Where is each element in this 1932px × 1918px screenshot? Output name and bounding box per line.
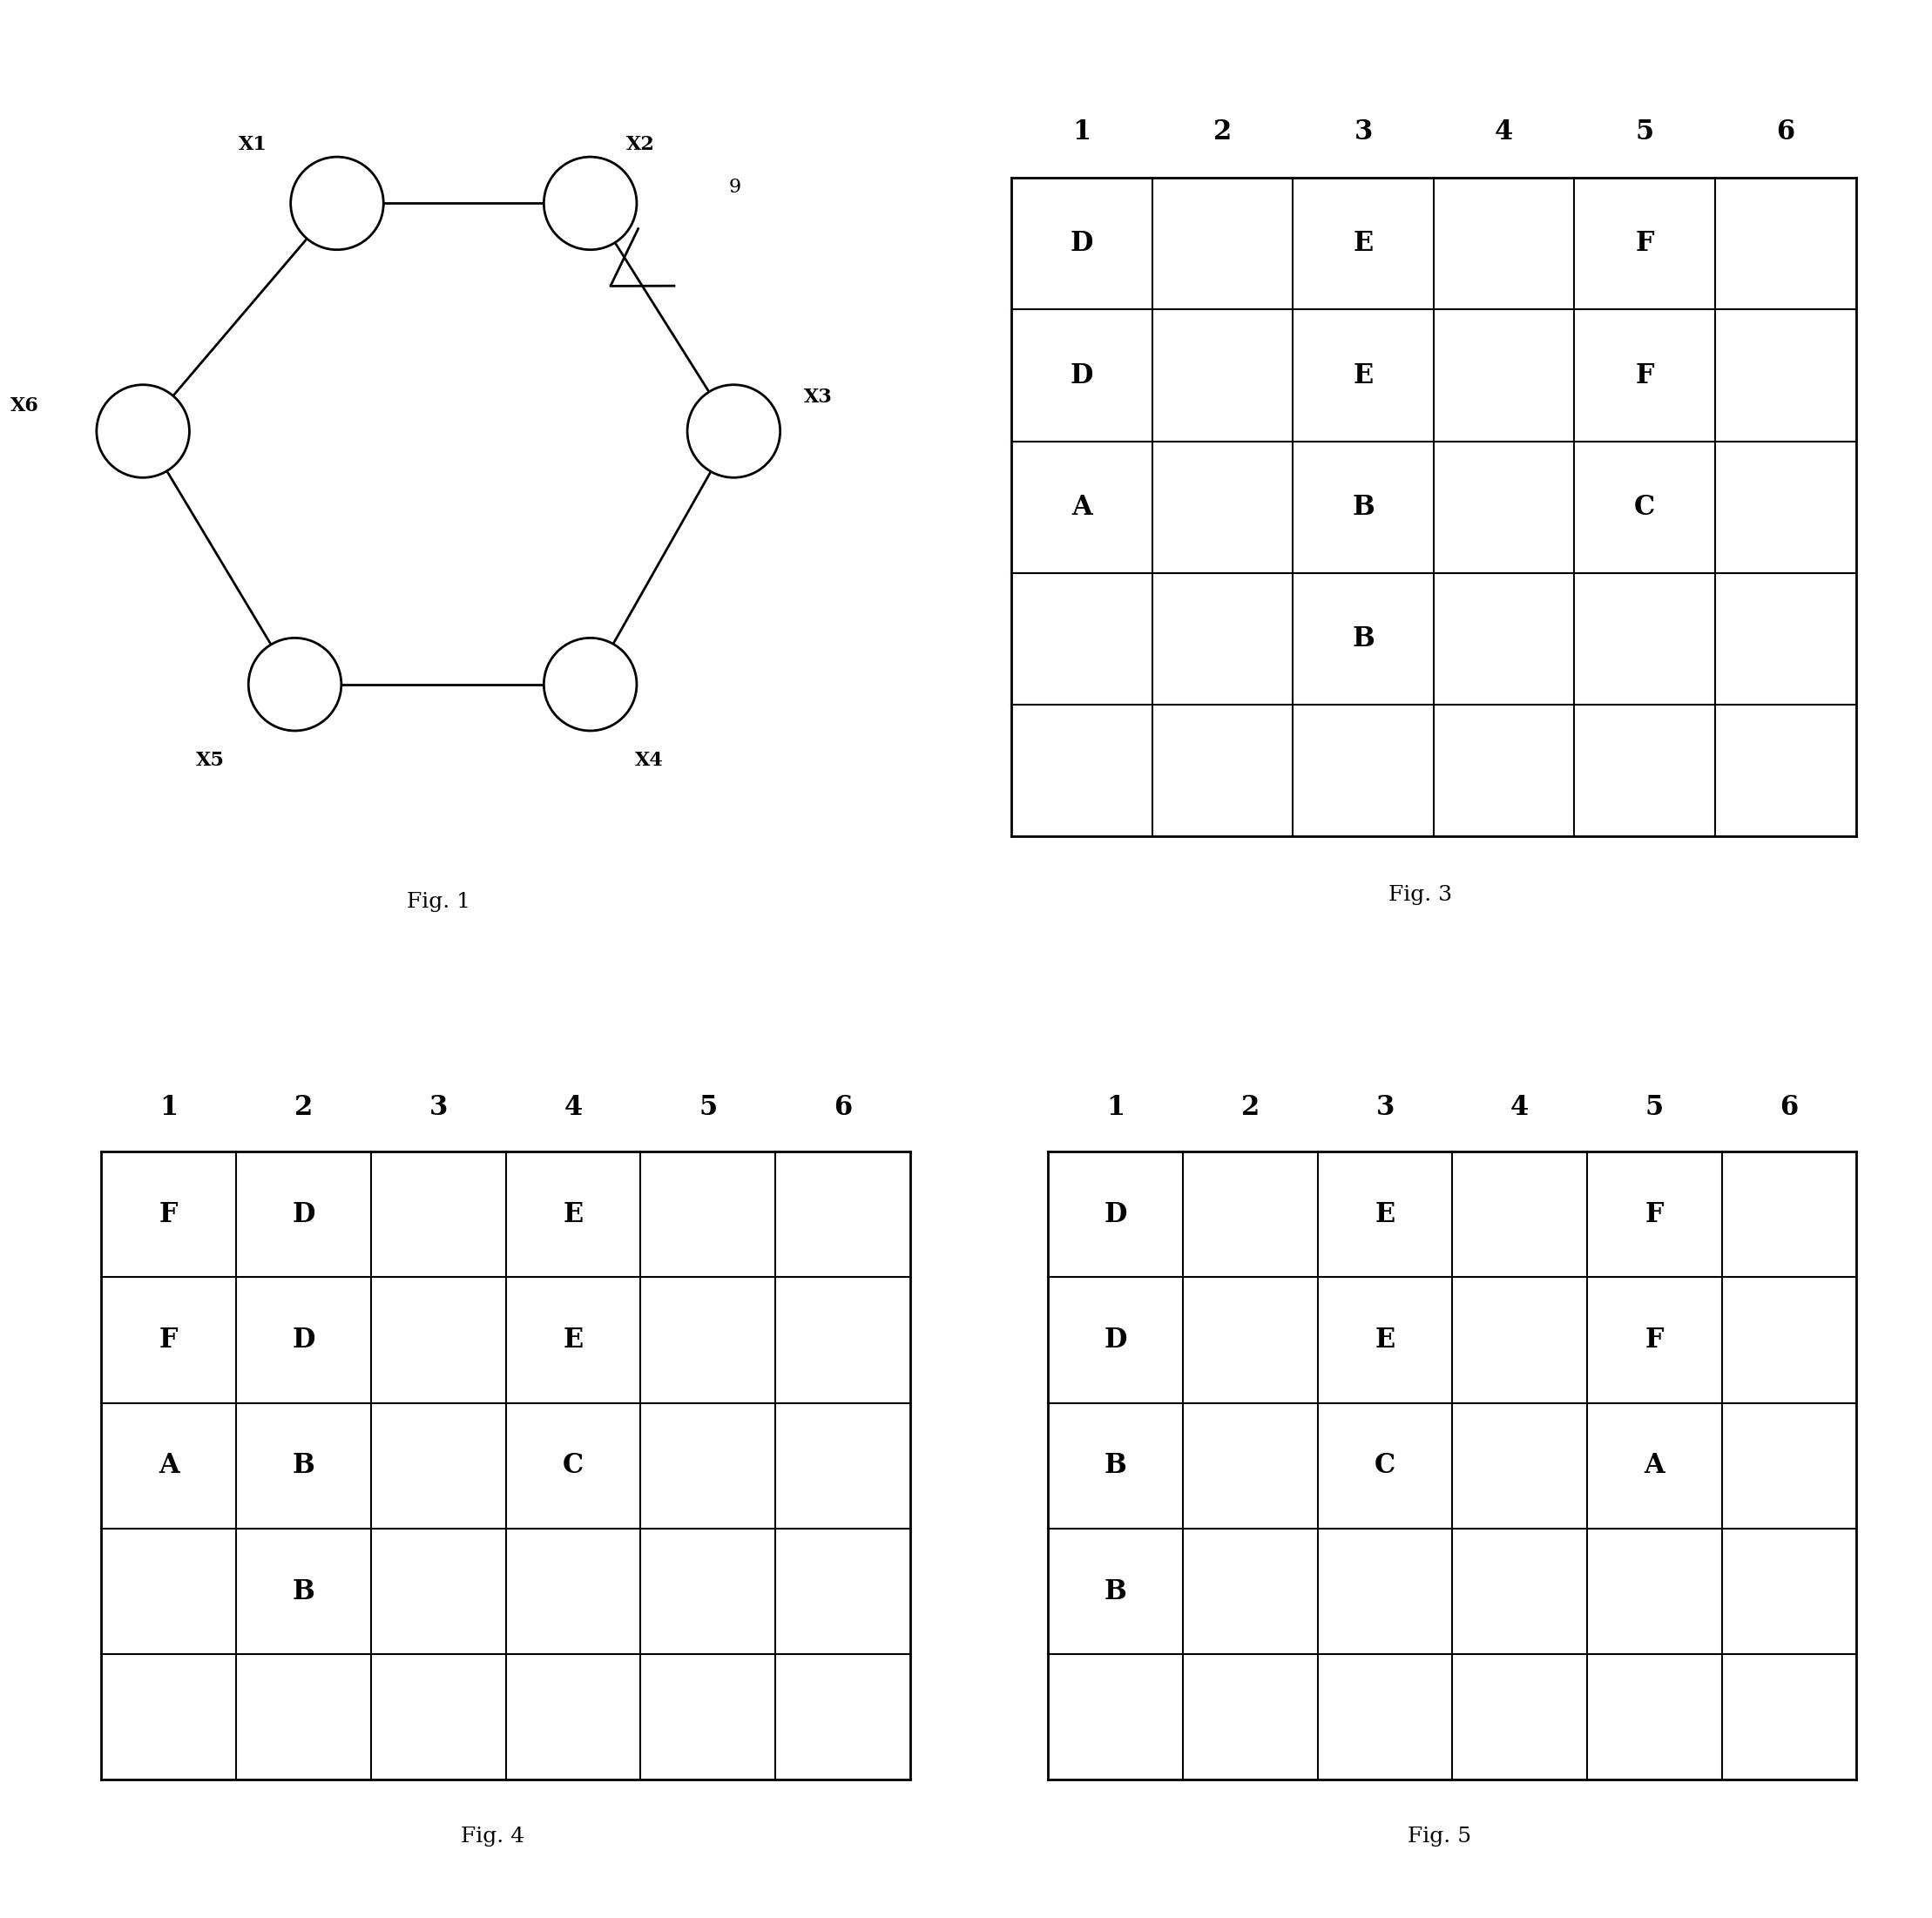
Circle shape	[97, 386, 189, 478]
Text: E: E	[1352, 230, 1374, 257]
Text: A: A	[158, 1452, 180, 1479]
Text: D: D	[292, 1327, 315, 1354]
Text: B: B	[1105, 1452, 1126, 1479]
Text: B: B	[1352, 493, 1374, 520]
Circle shape	[290, 157, 384, 249]
Text: C: C	[1634, 493, 1656, 520]
Text: 3: 3	[429, 1093, 448, 1120]
Text: E: E	[1376, 1201, 1395, 1228]
Text: 2: 2	[1240, 1093, 1260, 1120]
Text: B: B	[1105, 1579, 1126, 1605]
Text: 2: 2	[1213, 119, 1233, 146]
Text: X2: X2	[626, 134, 655, 153]
Text: 9: 9	[728, 178, 740, 198]
Text: 5: 5	[699, 1093, 717, 1120]
Text: 3: 3	[1376, 1093, 1395, 1120]
Text: E: E	[1352, 363, 1374, 389]
Text: 4: 4	[1511, 1093, 1528, 1120]
Text: Fig. 5: Fig. 5	[1408, 1826, 1470, 1847]
Text: 4: 4	[1495, 119, 1513, 146]
Text: E: E	[1376, 1327, 1395, 1354]
Circle shape	[688, 386, 781, 478]
Text: A: A	[1644, 1452, 1665, 1479]
Text: 6: 6	[1776, 119, 1795, 146]
Text: 4: 4	[564, 1093, 582, 1120]
Text: 1: 1	[1107, 1093, 1124, 1120]
Text: X6: X6	[10, 397, 39, 416]
Text: 3: 3	[1354, 119, 1372, 146]
Text: F: F	[1634, 363, 1654, 389]
Text: 6: 6	[833, 1093, 852, 1120]
Circle shape	[543, 157, 638, 249]
Text: E: E	[562, 1201, 583, 1228]
Circle shape	[249, 639, 342, 731]
Text: F: F	[1646, 1201, 1663, 1228]
Text: C: C	[562, 1452, 583, 1479]
Text: D: D	[1070, 230, 1094, 257]
Text: A: A	[1072, 493, 1092, 520]
Text: 6: 6	[1779, 1093, 1799, 1120]
Text: D: D	[1103, 1327, 1126, 1354]
Text: 1: 1	[1072, 119, 1092, 146]
Text: B: B	[292, 1579, 315, 1605]
Text: F: F	[160, 1327, 178, 1354]
Text: E: E	[562, 1327, 583, 1354]
Text: 5: 5	[1636, 119, 1654, 146]
Text: B: B	[1352, 625, 1374, 652]
Text: 1: 1	[160, 1093, 178, 1120]
Circle shape	[543, 639, 638, 731]
Text: X5: X5	[197, 750, 224, 769]
Text: F: F	[1634, 230, 1654, 257]
Text: 5: 5	[1646, 1093, 1663, 1120]
Text: Fig. 4: Fig. 4	[462, 1826, 524, 1847]
Text: C: C	[1374, 1452, 1395, 1479]
Text: 2: 2	[294, 1093, 313, 1120]
Text: X3: X3	[804, 387, 833, 407]
Text: Fig. 1: Fig. 1	[406, 892, 469, 913]
Text: D: D	[1070, 363, 1094, 389]
Text: D: D	[292, 1201, 315, 1228]
Text: D: D	[1103, 1201, 1126, 1228]
Text: X4: X4	[636, 750, 663, 769]
Text: F: F	[160, 1201, 178, 1228]
Text: Fig. 3: Fig. 3	[1389, 886, 1451, 905]
Text: F: F	[1646, 1327, 1663, 1354]
Text: X1: X1	[238, 134, 267, 153]
Text: B: B	[292, 1452, 315, 1479]
